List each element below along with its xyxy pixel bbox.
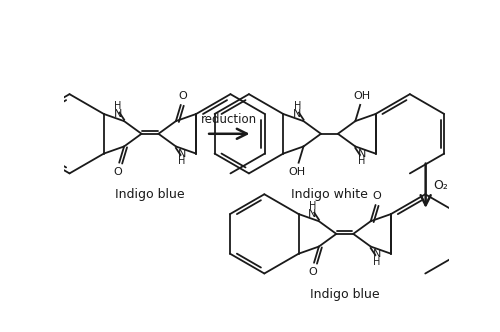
Text: OH: OH bbox=[353, 91, 370, 101]
Text: H: H bbox=[373, 257, 380, 267]
Text: O: O bbox=[114, 167, 122, 177]
Text: N: N bbox=[293, 109, 301, 119]
Text: H: H bbox=[178, 156, 186, 166]
Text: O: O bbox=[308, 267, 317, 277]
Text: N: N bbox=[308, 209, 316, 219]
Text: O: O bbox=[178, 91, 186, 101]
Text: H: H bbox=[294, 101, 301, 111]
Text: Indigo blue: Indigo blue bbox=[310, 288, 380, 301]
Text: reduction: reduction bbox=[201, 113, 258, 126]
Text: Indigo white: Indigo white bbox=[291, 188, 368, 201]
Text: N: N bbox=[373, 249, 382, 259]
Text: N: N bbox=[358, 149, 366, 159]
Text: O₂: O₂ bbox=[434, 179, 448, 192]
Text: O: O bbox=[372, 191, 382, 201]
Text: N: N bbox=[114, 109, 122, 119]
Text: H: H bbox=[358, 156, 365, 166]
Text: OH: OH bbox=[288, 167, 306, 177]
Text: N: N bbox=[178, 149, 186, 159]
Text: H: H bbox=[114, 101, 122, 111]
Text: Indigo blue: Indigo blue bbox=[115, 188, 185, 201]
Text: H: H bbox=[309, 201, 316, 211]
